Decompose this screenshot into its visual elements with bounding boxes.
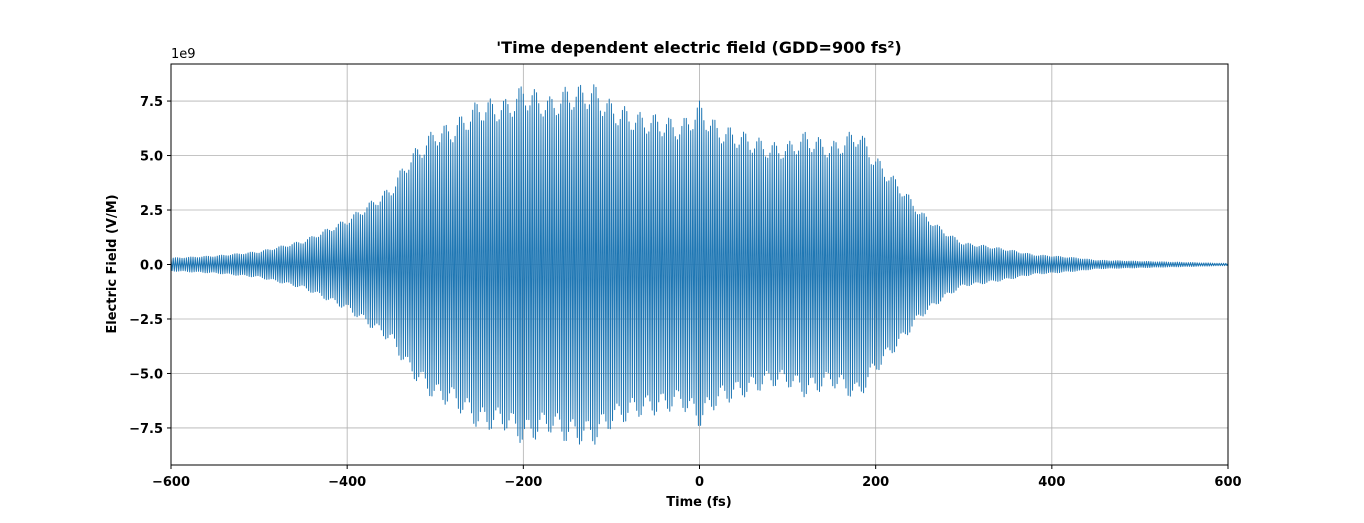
x-axis-label: Time (fs)	[666, 495, 732, 510]
x-axis-ticks: −600 −400 −200 0 200 400 600	[152, 465, 1242, 490]
electric-field-line	[170, 84, 1229, 445]
y-axis-offset-label: 1e9	[171, 47, 196, 62]
x-tick-label: 0	[695, 475, 704, 490]
chart-title: 'Time dependent electric field (GDD=900 …	[496, 38, 901, 57]
x-tick-label: −400	[328, 475, 366, 490]
x-tick-label: 200	[862, 475, 889, 490]
y-tick-label: −2.5	[129, 313, 163, 328]
y-tick-label: −5.0	[129, 367, 163, 382]
y-tick-label: 5.0	[140, 150, 163, 165]
y-axis-label: Electric Field (V/M)	[105, 194, 120, 333]
series-electric-field	[170, 84, 1229, 445]
x-tick-label: −200	[504, 475, 542, 490]
y-tick-label: −7.5	[129, 422, 163, 437]
x-tick-label: 600	[1214, 475, 1241, 490]
x-tick-label: 400	[1038, 475, 1065, 490]
y-tick-label: 2.5	[140, 204, 163, 219]
y-tick-label: 0.0	[140, 259, 163, 274]
y-tick-label: 7.5	[140, 95, 163, 110]
x-tick-label: −600	[152, 475, 190, 490]
y-axis-ticks: −7.5 −5.0 −2.5 0.0 2.5 5.0 7.5	[129, 95, 171, 437]
